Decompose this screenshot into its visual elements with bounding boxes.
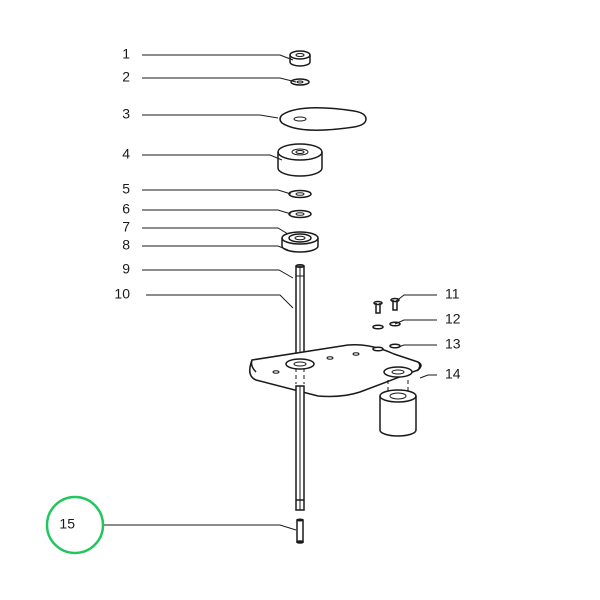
callout-label-13: 13 <box>445 336 461 352</box>
callout-label-10: 10 <box>114 286 130 302</box>
leader-line-3 <box>142 115 278 118</box>
part-shaft-lower <box>296 368 304 510</box>
leader-line-9 <box>142 270 293 278</box>
callout-label-11: 11 <box>445 286 460 302</box>
callout-label-6: 6 <box>122 201 130 217</box>
callout-label-14: 14 <box>445 366 461 382</box>
leader-line-2 <box>142 78 296 82</box>
part-4-pulley <box>278 144 322 176</box>
part-6-washer <box>289 211 311 218</box>
exploded-diagram: 123456789101112131415 <box>0 0 600 600</box>
leader-line-8 <box>142 246 288 250</box>
leader-line-4 <box>142 155 282 160</box>
callout-label-15: 15 <box>59 516 75 532</box>
leader-line-7 <box>142 228 288 234</box>
part-11b-screw <box>374 302 382 314</box>
part-5-washer <box>289 191 311 198</box>
callout-label-8: 8 <box>122 237 130 253</box>
part-shaft-upper <box>296 265 304 363</box>
callout-label-7: 7 <box>122 219 130 235</box>
part-15-tip <box>297 519 303 543</box>
part-1-nut <box>290 51 310 66</box>
part-3-belt <box>280 108 366 130</box>
highlight-circle <box>47 497 103 553</box>
callout-label-5: 5 <box>122 181 130 197</box>
part-2-washer <box>291 79 309 85</box>
part-14-motor <box>380 380 416 436</box>
part-13b-washer <box>373 347 383 351</box>
leader-line-15 <box>104 525 296 530</box>
leader-line-6 <box>142 210 291 214</box>
part-7-8-bearing <box>282 232 318 252</box>
callout-label-12: 12 <box>445 311 461 327</box>
callout-label-9: 9 <box>122 261 130 277</box>
callout-label-1: 1 <box>122 46 130 62</box>
leader-line-5 <box>142 190 291 194</box>
leader-line-13 <box>396 345 437 348</box>
callout-label-3: 3 <box>122 106 130 122</box>
leader-line-10 <box>146 295 293 308</box>
callout-label-2: 2 <box>122 69 130 85</box>
callout-label-4: 4 <box>122 146 130 162</box>
leader-line-1 <box>142 55 293 60</box>
leader-line-12 <box>395 320 437 324</box>
leader-line-11 <box>395 295 437 302</box>
leader-line-14 <box>420 375 437 378</box>
part-12b-washer <box>373 325 383 329</box>
mounting-plate <box>250 345 421 397</box>
